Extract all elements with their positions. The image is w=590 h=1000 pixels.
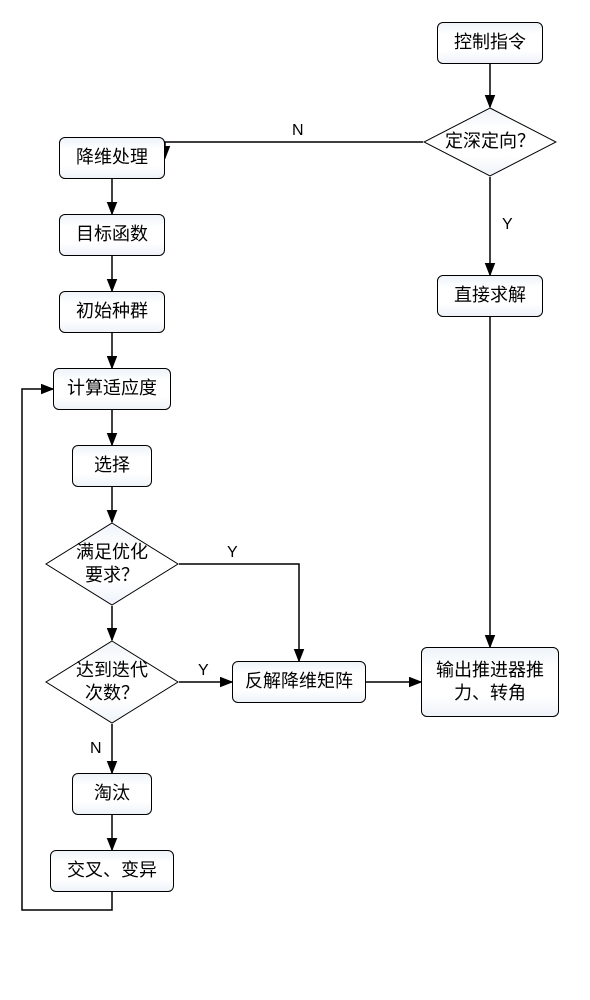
node-label: 目标函数 xyxy=(76,223,148,246)
node-fitness: 计算适应度 xyxy=(53,368,171,410)
node-iter: 达到迭代 次数？ xyxy=(45,640,179,724)
edge-decide1-dimred xyxy=(165,142,423,158)
edge-label-optreq-invsolve: Y xyxy=(225,544,240,562)
edge-label-iter-invsolve: Y xyxy=(196,662,211,680)
edge-label-iter-elim: N xyxy=(88,740,104,758)
node-decide1: 定深定向？ xyxy=(423,107,557,177)
node-elim: 淘汰 xyxy=(72,773,152,815)
node-output: 输出推进器推 力、转角 xyxy=(421,647,559,717)
node-objfun: 目标函数 xyxy=(59,214,165,256)
edge-label-decide1-dimred: N xyxy=(290,122,306,140)
node-label: 计算适应度 xyxy=(67,377,157,400)
node-invsolve: 反解降维矩阵 xyxy=(232,661,366,703)
node-ctrl: 控制指令 xyxy=(437,22,543,64)
node-label: 初始种群 xyxy=(76,300,148,323)
node-label: 直接求解 xyxy=(454,284,526,307)
node-select: 选择 xyxy=(72,445,152,487)
edge-label-decide1-direct: Y xyxy=(500,216,515,234)
node-label: 满足优化 要求？ xyxy=(76,541,148,588)
node-dimred: 降维处理 xyxy=(59,137,165,179)
node-label: 淘汰 xyxy=(94,782,130,805)
node-label: 控制指令 xyxy=(454,31,526,54)
node-label: 定深定向？ xyxy=(445,130,535,153)
node-label: 反解降维矩阵 xyxy=(245,670,353,693)
node-label: 达到迭代 次数？ xyxy=(76,659,148,706)
node-label: 交叉、变异 xyxy=(67,859,157,882)
node-label: 降维处理 xyxy=(76,146,148,169)
node-initpop: 初始种群 xyxy=(59,291,165,333)
edge-optreq-invsolve xyxy=(179,564,299,661)
node-crossover: 交叉、变异 xyxy=(50,850,174,892)
node-optreq: 满足优化 要求？ xyxy=(45,522,179,606)
node-label: 输出推进器推 力、转角 xyxy=(436,659,544,706)
node-direct: 直接求解 xyxy=(437,275,543,317)
node-label: 选择 xyxy=(94,454,130,477)
